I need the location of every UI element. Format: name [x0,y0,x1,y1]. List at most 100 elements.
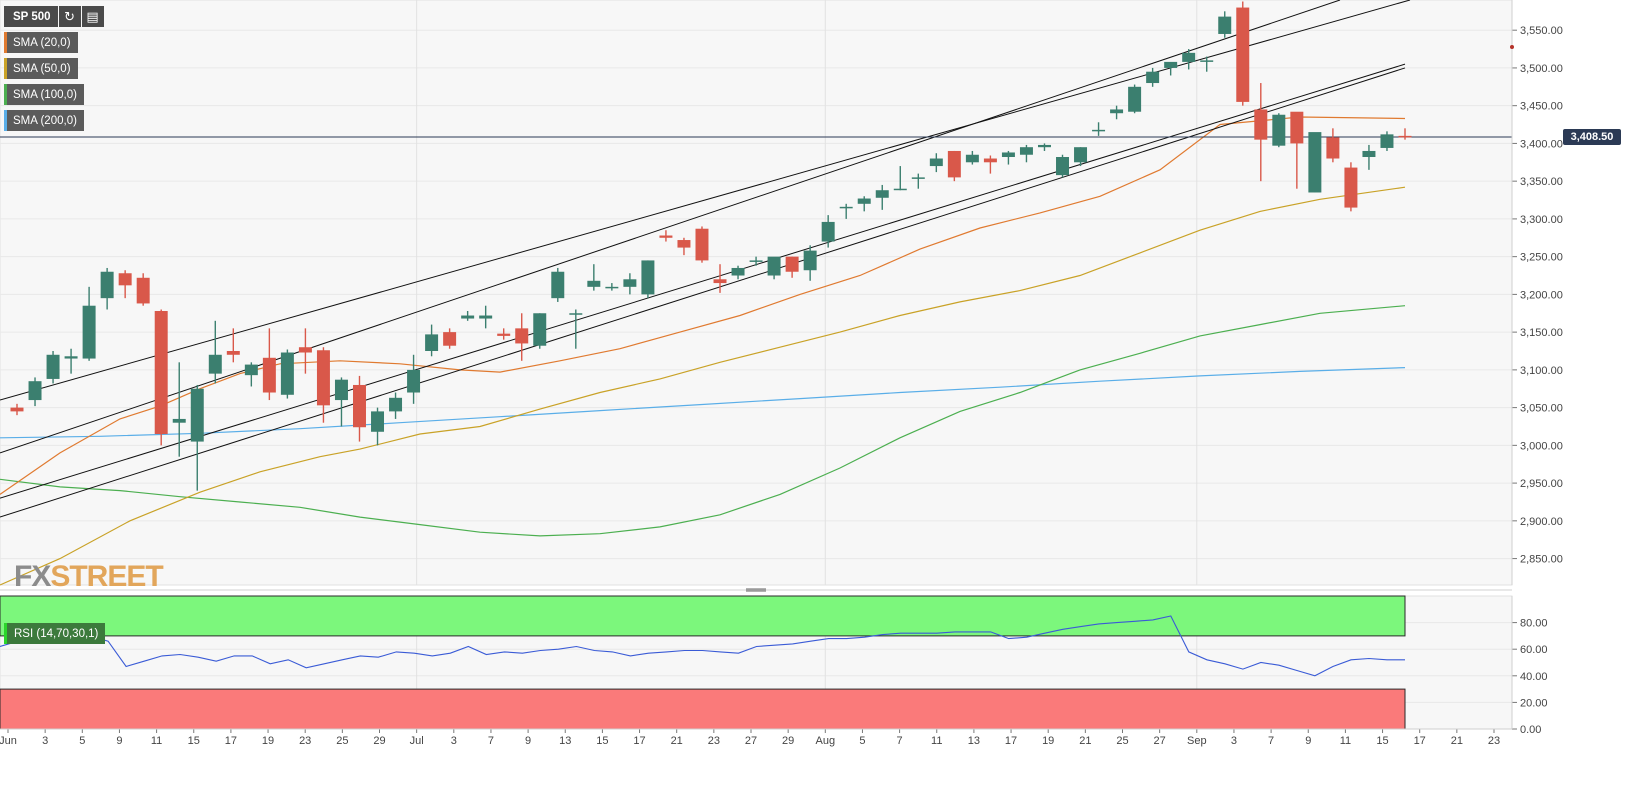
x-tick-label: 25 [1116,735,1128,747]
candle-body-up [821,221,835,242]
candle-body-up [407,369,421,393]
sma-100-line [0,305,1406,537]
x-tick-label: Sep [1187,735,1207,747]
candle-body-up [1037,144,1051,148]
legend-sma-200[interactable]: SMA (200,0) [4,110,84,131]
candle-body-up [965,154,979,163]
x-tick-label: 7 [488,735,494,747]
main-plot-background [0,0,1513,586]
x-tick-label: 13 [968,735,980,747]
candle-body-down [154,310,168,435]
last-price-tag: 3,408.50 [1563,129,1621,145]
candle-body-up [1182,52,1196,62]
channel-line [0,67,1406,518]
candle-body-up [1110,109,1124,114]
indicators-icon[interactable]: ▤ [81,6,104,27]
candle-body-down [443,332,457,346]
candle-body-up [533,313,547,346]
candle-body-up [1362,150,1376,158]
fxstreet-logo: FXSTREET [14,560,164,594]
x-tick-label: 17 [1005,735,1017,747]
candle-body-up [1218,16,1232,34]
candle-body-up [551,271,565,299]
x-tick-label: 9 [525,735,531,747]
sma-50-line [0,186,1406,586]
refresh-icon[interactable]: ↻ [58,6,81,27]
y-tick-label: 2,850.00 [1520,554,1563,566]
rsi-tick-label: 80.00 [1520,618,1548,630]
logo-street: STREET [50,560,163,593]
candle-body-down [1254,109,1268,140]
legend-sma-50[interactable]: SMA (50,0) [4,58,78,79]
candle-body-up [244,364,258,376]
candle-body-down [515,328,529,344]
candle-body-up [911,177,925,179]
candle-body-down [947,150,961,178]
candle-body-up [82,305,96,359]
candle-body-up [1164,61,1178,68]
candle-body-up [28,381,42,401]
y-tick-label: 3,000.00 [1520,440,1563,452]
channel-line [0,63,1406,499]
x-tick-label: 17 [225,735,237,747]
legend-sma-20[interactable]: SMA (20,0) [4,32,78,53]
candle-body-up [641,260,655,295]
y-tick-label: 3,050.00 [1520,403,1563,415]
candle-body-down [136,277,150,304]
candle-body-up [623,279,637,287]
candle-body-up [1056,157,1069,176]
pane-splitter[interactable] [0,45,1631,594]
sma-20-line [0,116,1406,495]
x-tick-label: 3 [1231,735,1237,747]
y-tick-label: 3,450.00 [1520,101,1563,113]
x-tick-label: 29 [782,735,794,747]
candle-body-down [695,228,709,261]
y-tick-label: 3,550.00 [1520,25,1563,37]
symbol-badge[interactable]: SP 500 [4,6,58,27]
candle-body-up [100,271,114,299]
candle-body-up [190,388,204,442]
candle-body-up [389,397,403,412]
symbol-row: SP 500 ↻ ▤ [4,6,104,27]
y-tick-label: 2,900.00 [1520,516,1563,528]
logo-fx: FX [14,560,51,593]
candle-body-up [1092,129,1106,132]
candle-body-up [803,250,817,271]
legend-sma-100[interactable]: SMA (100,0) [4,84,84,105]
candle-body-up [749,260,763,262]
x-tick-label: Jul [410,735,424,747]
oversold-zone [0,688,1406,730]
candle-body-down [1290,111,1304,144]
candle-body-up [1380,134,1394,148]
x-tick-label: 3 [451,735,457,747]
y-tick-label: 3,150.00 [1520,327,1563,339]
y-tick-label: 3,350.00 [1520,176,1563,188]
candle-body-up [605,286,619,289]
price-marker-dot [1510,45,1514,49]
candle-body-up [569,313,583,315]
candle-body-down [298,347,312,353]
x-tick-label: 15 [1376,735,1388,747]
candle-body-up [1128,86,1142,112]
rsi-tick-label: 60.00 [1520,644,1548,656]
x-tick-label: 21 [1451,735,1463,747]
candle-body-up [1074,147,1088,163]
candle-body-up [731,267,745,276]
date-axis[interactable]: Jun 3 5 9 11 15 17 19 23 25 29 Jul 3 7 9 13 15 17 21 23 27 29… [0,728,1512,747]
price-axis[interactable]: 2,850.00 2,900.00 2,950.00 3,000.00 3,050.00… [1511,0,1563,736]
x-tick-label: 17 [633,735,645,747]
candle-body-up [1272,114,1286,146]
candle-body-down [677,240,691,248]
candle-body-up [1200,60,1214,62]
candle-body-up [172,418,186,423]
rsi-zones [0,595,1406,730]
candle-body-down [353,384,366,428]
x-tick-label: 3 [42,735,48,747]
legend: SP 500 ↻ ▤ SMA (20,0) SMA (50,0) SMA (10… [4,6,104,131]
rsi-legend-badge[interactable]: RSI (14,70,30,1) [4,623,106,644]
candle-body-up [929,158,943,167]
x-tick-label: 7 [897,735,903,747]
y-tick-label: 3,400.00 [1520,138,1563,150]
candle-body-down [983,158,997,163]
